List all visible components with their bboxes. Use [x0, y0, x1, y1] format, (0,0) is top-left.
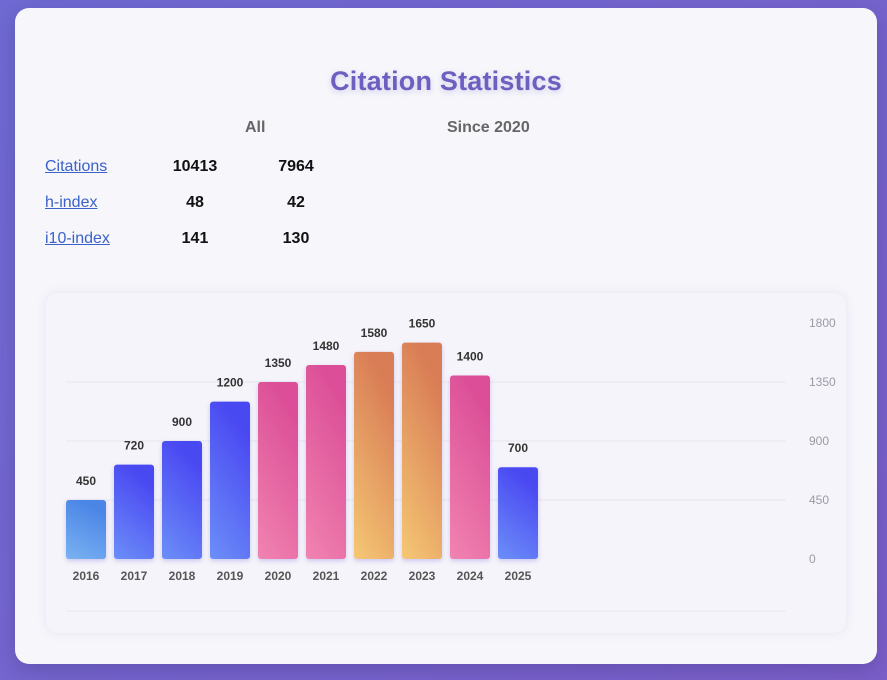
x-tick-label-2018: 2018 — [169, 569, 196, 583]
data-label-2023: 1650 — [409, 317, 436, 331]
y-tick-label: 1350 — [809, 375, 836, 389]
bar-2016 — [66, 500, 106, 559]
h-index-all-value: 48 — [186, 194, 204, 211]
bar-2018 — [162, 441, 202, 559]
x-tick-label-2021: 2021 — [313, 569, 340, 583]
bar-2025 — [498, 467, 538, 559]
chart-container: 0 450 900 1350 1800 450 2016 720 2017 900 2018 1200… — [46, 293, 846, 633]
data-label-2017: 720 — [124, 439, 144, 453]
data-label-2018: 900 — [172, 415, 192, 429]
citation-bar-chart: 0 450 900 1350 1800 450 2016 720 2017 900 2018 1200… — [66, 316, 836, 612]
data-label-2025: 700 — [508, 441, 528, 455]
bar-2017 — [114, 464, 154, 559]
x-tick-label-2019: 2019 — [217, 569, 244, 583]
y-tick-label: 0 — [809, 552, 816, 566]
bar-2019 — [210, 401, 250, 559]
bar-2024 — [450, 375, 490, 559]
data-label-2021: 1480 — [313, 339, 340, 353]
x-tick-label-2016: 2016 — [73, 569, 100, 583]
y-tick-label: 1800 — [809, 316, 836, 330]
x-tick-label-2017: 2017 — [121, 569, 148, 583]
x-tick-label-2022: 2022 — [361, 569, 388, 583]
bar-2020 — [258, 382, 298, 559]
bar-2022 — [354, 351, 394, 559]
i10-index-since-value: 130 — [282, 230, 310, 247]
data-label-2019: 1200 — [217, 376, 244, 390]
x-tick-label-2020: 2020 — [265, 569, 292, 583]
citations-all-value: 10413 — [172, 158, 218, 175]
y-tick-label: 900 — [809, 434, 829, 448]
citations-link[interactable]: Citations — [45, 158, 108, 175]
x-tick-label-2024: 2024 — [457, 569, 484, 583]
bar-2021 — [306, 364, 346, 559]
citation-card: Citation Statistics All Since 2020 Citat… — [15, 8, 877, 664]
i10-index-link[interactable]: i10-index — [45, 230, 110, 247]
citations-since-value: 7964 — [278, 158, 314, 175]
data-label-2016: 450 — [76, 474, 96, 488]
column-header-since-2020: Since 2020 — [447, 119, 530, 136]
bar-2023 — [402, 342, 442, 559]
data-label-2024: 1400 — [457, 349, 484, 363]
y-tick-label: 450 — [809, 493, 829, 507]
data-label-2022: 1580 — [361, 326, 388, 340]
x-tick-label-2023: 2023 — [409, 569, 436, 583]
i10-index-all-value: 141 — [181, 230, 209, 247]
x-tick-label-2025: 2025 — [505, 569, 532, 583]
h-index-link[interactable]: h-index — [45, 194, 98, 211]
h-index-since-value: 42 — [287, 194, 305, 211]
page-title: Citation Statistics — [330, 66, 562, 96]
column-header-all: All — [245, 119, 266, 136]
data-label-2020: 1350 — [265, 356, 292, 370]
